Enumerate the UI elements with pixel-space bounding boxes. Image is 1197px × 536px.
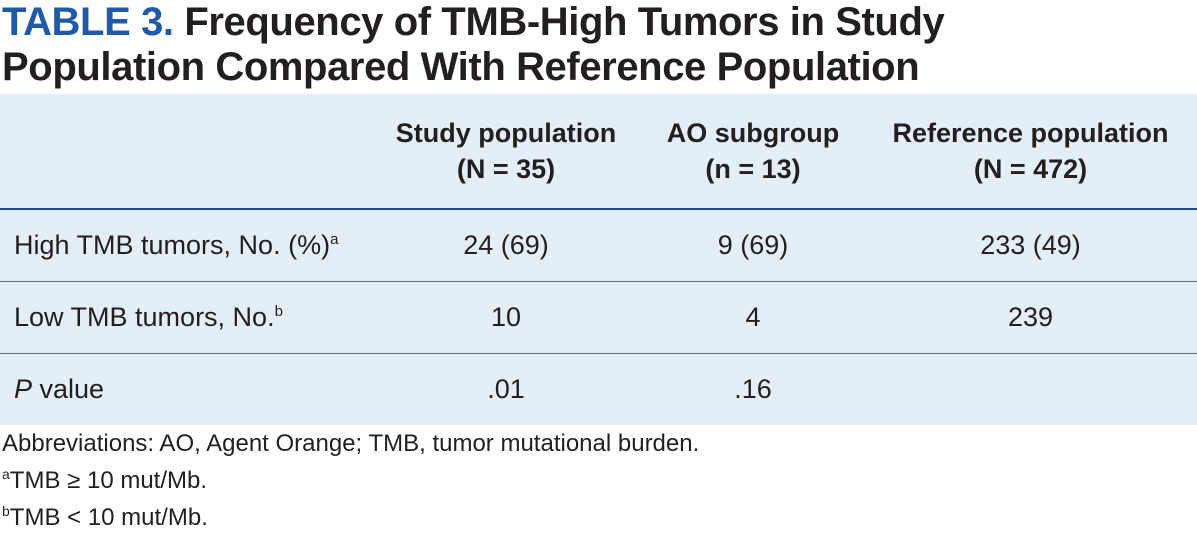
footnote-mark-a: a (330, 230, 339, 248)
header-reference-population: Reference population (N = 472) (864, 94, 1197, 210)
p-italic: P (14, 373, 33, 404)
cell-p-reference (864, 353, 1197, 425)
header-reference-population-line2: (N = 472) (973, 154, 1088, 184)
header-ao-subgroup: AO subgroup (n = 13) (642, 94, 864, 210)
footnote-mark-b: b (274, 302, 283, 320)
row-label-high-tmb: High TMB tumors, No. (%)a (0, 209, 370, 282)
row-label-low-tmb: Low TMB tumors, No.b (0, 281, 370, 354)
table-title: TABLE 3. Frequency of TMB-High Tumors in… (0, 0, 1197, 94)
table-row-p-value: P value .01 .16 (0, 353, 1197, 425)
header-reference-population-line1: Reference population (892, 118, 1169, 148)
cell-low-reference: 239 (864, 281, 1197, 354)
table-title-line2: Population Compared With Reference Popul… (2, 45, 920, 89)
cell-high-study: 24 (69) (370, 209, 642, 282)
table-row-low-tmb: Low TMB tumors, No.b 10 4 239 (0, 281, 1197, 354)
cell-low-ao: 4 (642, 281, 864, 354)
header-empty (0, 94, 370, 210)
footnote-a-mark: a (2, 466, 10, 482)
footnote-b: bTMB < 10 mut/Mb. (2, 499, 1197, 536)
row-label-text: High TMB tumors, No. (%) (14, 229, 331, 260)
footnotes: Abbreviations: AO, Agent Orange; TMB, tu… (0, 425, 1197, 536)
data-table: Study population (N = 35) AO subgroup (n… (0, 94, 1197, 425)
table-number: TABLE 3. (2, 0, 174, 44)
cell-p-study: .01 (487, 373, 525, 404)
footnote-b-mark: b (2, 503, 10, 519)
header-study-population-line2: (N = 35) (456, 154, 556, 184)
p-value-rest: value (32, 373, 105, 404)
header-ao-subgroup-line1: AO subgroup (666, 118, 840, 148)
footnote-abbreviations: Abbreviations: AO, Agent Orange; TMB, tu… (2, 430, 700, 457)
cell-high-reference: 233 (49) (864, 209, 1197, 282)
row-label-text: Low TMB tumors, No. (14, 301, 275, 332)
cell-low-study: 10 (370, 281, 642, 354)
header-row: Study population (N = 35) AO subgroup (n… (0, 94, 1197, 210)
cell-p-ao: .16 (734, 373, 772, 404)
table-title-line1: Frequency of TMB-High Tumors in Study (184, 0, 945, 44)
header-study-population: Study population (N = 35) (370, 94, 642, 210)
cell-high-ao: 9 (69) (642, 209, 864, 282)
footnote-b-text: TMB < 10 mut/Mb. (9, 504, 208, 531)
header-ao-subgroup-line2: (n = 13) (705, 154, 801, 184)
footnote-a: aTMB ≥ 10 mut/Mb. (2, 462, 1197, 499)
table-row-high-tmb: High TMB tumors, No. (%)a 24 (69) 9 (69)… (0, 209, 1197, 282)
row-label-p-value: P value (0, 353, 370, 425)
header-study-population-line1: Study population (395, 118, 617, 148)
footnote-a-text: TMB ≥ 10 mut/Mb. (9, 467, 208, 494)
